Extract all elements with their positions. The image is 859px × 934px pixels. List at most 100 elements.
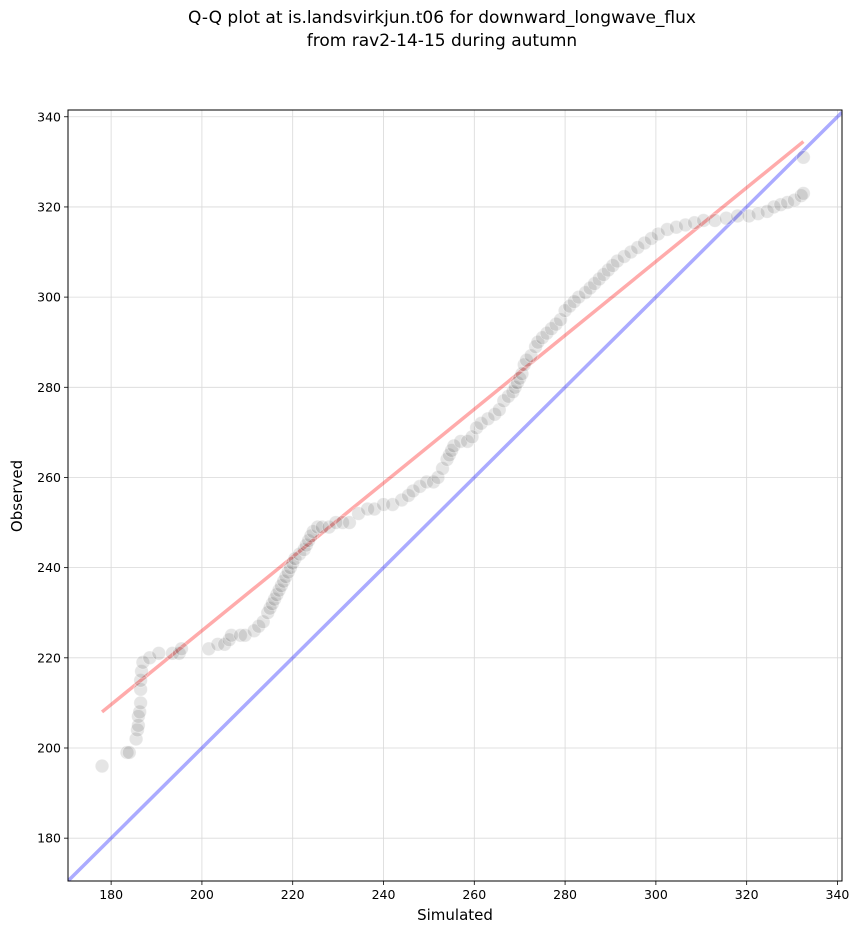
- data-point: [439, 452, 455, 467]
- x-tick-label: 180: [99, 887, 123, 902]
- data-point: [342, 515, 357, 530]
- data-point: [285, 555, 300, 571]
- x-tick-label: 320: [735, 887, 759, 902]
- data-point: [535, 330, 550, 345]
- data-point: [660, 222, 675, 237]
- data-point: [562, 298, 577, 314]
- y-tick-label: 340: [37, 109, 61, 124]
- data-point: [367, 501, 382, 517]
- data-point: [426, 474, 441, 490]
- data-point: [256, 614, 271, 629]
- data-point: [401, 488, 416, 503]
- data-point: [444, 443, 459, 458]
- y-tick-label: 180: [37, 831, 61, 846]
- data-point: [412, 479, 428, 494]
- data-point: [134, 664, 149, 679]
- data-point: [269, 587, 285, 602]
- data-point: [501, 389, 516, 404]
- data-point: [292, 546, 307, 562]
- data-point: [328, 515, 344, 530]
- data-point: [251, 619, 266, 634]
- data-point: [405, 483, 421, 499]
- data-point: [131, 718, 146, 733]
- data-point: [267, 592, 282, 607]
- data-point: [131, 709, 146, 724]
- data-point: [566, 294, 582, 309]
- y-tick-label: 200: [37, 740, 61, 755]
- data-point: [616, 249, 632, 264]
- plot-frame: [67, 109, 843, 882]
- data-point: [133, 673, 148, 688]
- data-point: [678, 217, 693, 233]
- data-point: [601, 262, 616, 278]
- points-layer: [94, 150, 811, 774]
- data-point: [278, 569, 294, 584]
- fit-line: [100, 140, 805, 714]
- data-point: [94, 758, 110, 774]
- y-tick-label: 300: [37, 290, 61, 305]
- data-point: [596, 267, 611, 282]
- data-point: [750, 206, 766, 221]
- data-point: [766, 199, 782, 215]
- data-point: [303, 528, 319, 544]
- data-point: [351, 506, 366, 521]
- data-point: [299, 537, 314, 553]
- data-point: [260, 605, 275, 620]
- data-point: [630, 240, 645, 255]
- data-point: [335, 515, 350, 530]
- data-point: [233, 628, 248, 643]
- data-point: [687, 215, 702, 230]
- data-point: [133, 695, 148, 711]
- data-point: [512, 371, 527, 386]
- data-point: [510, 375, 525, 390]
- data-point: [707, 213, 723, 228]
- data-point: [237, 628, 253, 643]
- x-tick-label: 200: [190, 887, 214, 902]
- y-tick-label: 320: [37, 199, 61, 214]
- data-point: [142, 650, 157, 666]
- data-point: [796, 150, 811, 165]
- y-tick-label: 260: [37, 470, 61, 485]
- data-point: [315, 519, 330, 535]
- data-point: [210, 637, 226, 652]
- data-point: [296, 542, 312, 557]
- data-point: [224, 628, 239, 643]
- x-tick-label: 220: [281, 887, 305, 902]
- data-point: [480, 411, 496, 427]
- chart-title: Q-Q plot at is.landsvirkjun.t06 for down…: [188, 8, 696, 28]
- data-point: [530, 335, 546, 350]
- data-point: [496, 393, 512, 409]
- data-point: [517, 357, 532, 372]
- data-point: [151, 646, 166, 661]
- data-point: [385, 497, 400, 512]
- data-point: [132, 704, 147, 720]
- data-point: [519, 353, 534, 368]
- data-point: [274, 578, 289, 593]
- data-point: [759, 204, 775, 219]
- data-point: [741, 208, 757, 224]
- y-axis: 180 200 220 240 260 280 300 320 340: [37, 109, 68, 846]
- data-point: [430, 470, 446, 485]
- data-point: [696, 213, 711, 228]
- data-point: [507, 380, 523, 395]
- data-point: [514, 366, 530, 381]
- data-point: [460, 434, 475, 449]
- data-point: [172, 646, 187, 661]
- data-point: [605, 258, 620, 273]
- data-point: [271, 582, 287, 598]
- lines-layer: [68, 111, 842, 881]
- data-point: [773, 197, 788, 212]
- y-tick-label: 240: [37, 560, 61, 575]
- data-point: [796, 186, 811, 201]
- data-point: [787, 192, 802, 208]
- data-point: [201, 641, 216, 656]
- data-point: [548, 316, 564, 332]
- data-point: [793, 188, 809, 203]
- data-point: [469, 420, 484, 436]
- data-point: [122, 745, 137, 760]
- grid: [68, 110, 842, 881]
- data-point: [280, 564, 296, 580]
- data-point: [571, 289, 586, 305]
- x-axis: 180 200 220 240 260 280 300 320 340: [99, 881, 849, 902]
- data-point: [135, 655, 151, 670]
